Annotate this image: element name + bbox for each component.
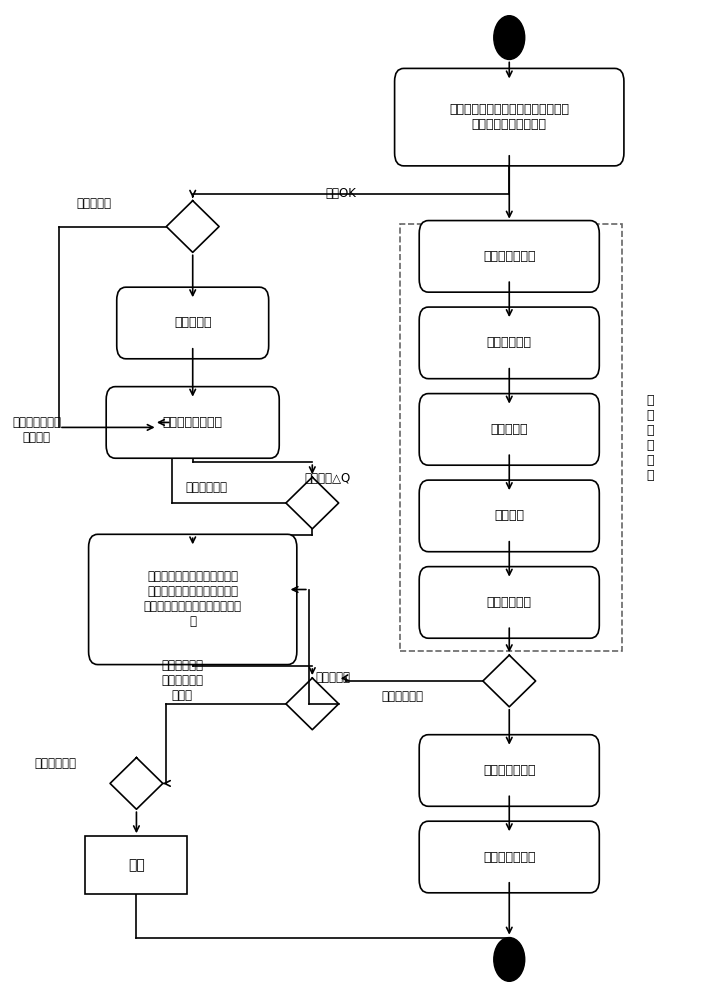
FancyBboxPatch shape bbox=[419, 567, 599, 638]
FancyBboxPatch shape bbox=[419, 735, 599, 806]
Text: 计算特征点参数: 计算特征点参数 bbox=[483, 851, 535, 864]
Text: 计算精轧设定值: 计算精轧设定值 bbox=[483, 764, 535, 777]
Text: 保持当前的机架水: 保持当前的机架水 bbox=[162, 416, 223, 429]
Text: 计算轧制力: 计算轧制力 bbox=[491, 423, 528, 436]
FancyBboxPatch shape bbox=[419, 480, 599, 552]
Polygon shape bbox=[167, 201, 219, 252]
Polygon shape bbox=[110, 758, 163, 809]
Circle shape bbox=[493, 16, 525, 59]
FancyBboxPatch shape bbox=[419, 307, 599, 379]
Text: 温度分配计算: 温度分配计算 bbox=[487, 336, 532, 349]
Text: 需要调节水: 需要调节水 bbox=[316, 671, 351, 684]
Text: 核
心
道
次
计
算: 核 心 道 次 计 算 bbox=[646, 394, 654, 482]
Circle shape bbox=[493, 938, 525, 981]
Text: 水的能力超过: 水的能力超过 bbox=[186, 481, 228, 494]
Text: 二次判别特殊
钢不允许使用
机架水: 二次判别特殊 钢不允许使用 机架水 bbox=[161, 659, 203, 702]
Text: 温度不能达到: 温度不能达到 bbox=[35, 757, 77, 770]
Polygon shape bbox=[286, 477, 339, 529]
Text: 计算精轧温度: 计算精轧温度 bbox=[487, 596, 532, 609]
Text: 修改机架间水量每次调节后机
架一定的水量，当一个机架的
水达到运行值后，就使用后机架
水: 修改机架间水量每次调节后机 架一定的水量，当一个机架的 水达到运行值后，就使用后… bbox=[144, 570, 242, 628]
Text: 获得策略给定的包含速度，加速度，
机架喷水，压下等数据: 获得策略给定的包含速度，加速度， 机架喷水，压下等数据 bbox=[450, 103, 569, 131]
Text: 报警，并设置速
度极限值: 报警，并设置速 度极限值 bbox=[12, 416, 61, 444]
Text: 计算压下: 计算压下 bbox=[494, 509, 524, 522]
Text: 速度达极限: 速度达极限 bbox=[77, 197, 112, 210]
FancyBboxPatch shape bbox=[419, 394, 599, 465]
Text: 调节速度值: 调节速度值 bbox=[174, 316, 211, 329]
Text: 调节水量△Q: 调节水量△Q bbox=[305, 472, 351, 485]
Text: 速度OK: 速度OK bbox=[325, 187, 356, 200]
FancyBboxPatch shape bbox=[89, 534, 297, 665]
Bar bbox=[85, 836, 187, 894]
Text: 报警: 报警 bbox=[128, 858, 145, 872]
Polygon shape bbox=[483, 655, 535, 707]
FancyBboxPatch shape bbox=[419, 221, 599, 292]
Bar bbox=[400, 224, 622, 651]
FancyBboxPatch shape bbox=[395, 68, 624, 166]
Text: 计算压下相对化: 计算压下相对化 bbox=[483, 250, 535, 263]
Polygon shape bbox=[286, 678, 339, 730]
FancyBboxPatch shape bbox=[117, 287, 269, 359]
FancyBboxPatch shape bbox=[419, 821, 599, 893]
FancyBboxPatch shape bbox=[106, 387, 279, 458]
Text: 精轧温度超差: 精轧温度超差 bbox=[381, 690, 423, 703]
